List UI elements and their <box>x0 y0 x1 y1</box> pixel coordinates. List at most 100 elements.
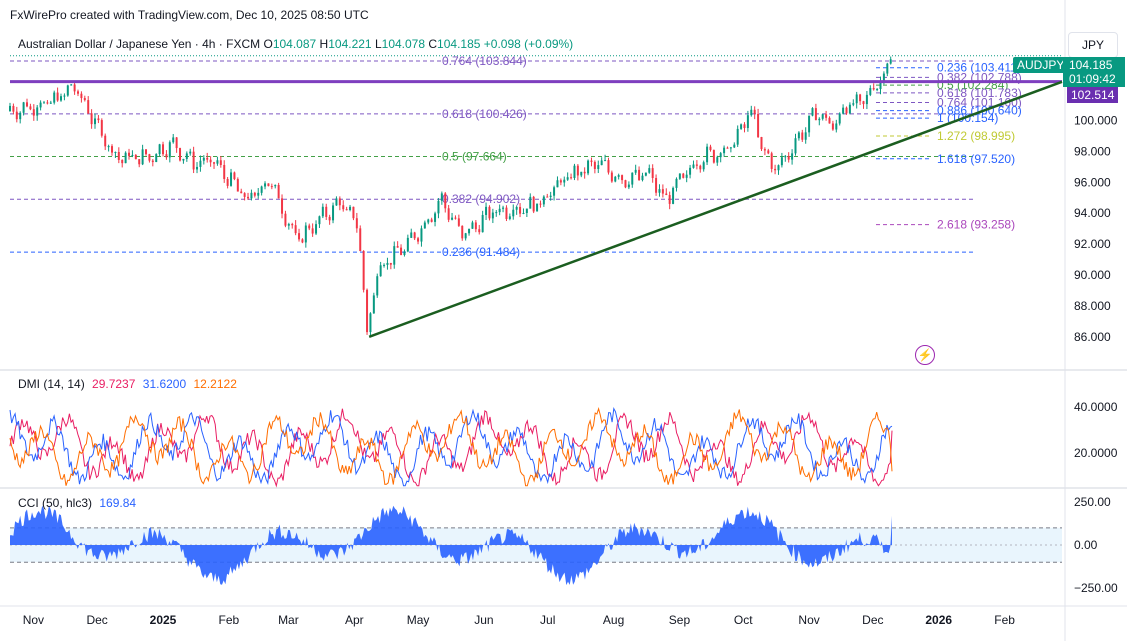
candle-body <box>539 203 542 205</box>
candle-body <box>148 154 151 161</box>
candle-body <box>692 164 695 168</box>
price-tick-label: 90.000 <box>1074 268 1111 282</box>
candle-body <box>396 246 399 248</box>
candle-body <box>712 150 715 163</box>
candle-body <box>335 198 338 206</box>
candle-body <box>719 153 722 158</box>
candle-body <box>617 175 620 177</box>
fib-label: 0.5 (97.664) <box>442 150 507 164</box>
candle-body <box>410 232 413 238</box>
candle-body <box>474 222 477 230</box>
candle-body <box>12 105 15 112</box>
candle-body <box>70 84 73 86</box>
candle-body <box>641 175 644 181</box>
candle-body <box>413 232 416 239</box>
candle-body <box>240 191 243 194</box>
candle-body <box>607 160 610 173</box>
symbol-name[interactable]: Australian Dollar / Japanese Yen · 4h · … <box>18 37 261 51</box>
candle-body <box>804 132 807 140</box>
candle-body <box>491 212 494 219</box>
candle-body <box>332 205 335 221</box>
fib-label: 1.618 (97.520) <box>937 152 1015 166</box>
cci-tick-label: 250.00 <box>1074 495 1111 509</box>
close-value: 104.185 <box>437 37 481 51</box>
candle-body <box>464 233 467 239</box>
cci-legend: CCI (50, hlc3) 169.84 <box>18 496 136 510</box>
dmi-legend: DMI (14, 14) 29.7237 31.6200 12.2122 <box>18 377 237 391</box>
candle-body <box>658 189 661 193</box>
candle-body <box>430 219 433 222</box>
candle-body <box>114 151 117 153</box>
line-price-tag: 102.514 <box>1067 87 1119 103</box>
dmi-pane <box>9 406 893 488</box>
candle-body <box>583 171 586 174</box>
candle-body <box>162 144 165 155</box>
candle-body <box>100 120 103 136</box>
candle-body <box>403 251 406 255</box>
low-value: 104.078 <box>381 37 426 51</box>
candle-body <box>478 229 481 233</box>
candle-body <box>485 206 488 215</box>
candle-body <box>36 107 39 116</box>
candle-body <box>308 225 311 229</box>
candle-body <box>882 73 885 82</box>
candle-body <box>29 106 32 110</box>
fib-label: 0.886 (100.640) <box>937 104 1022 118</box>
candle-body <box>709 146 712 151</box>
time-tick-label: Aug <box>603 613 624 627</box>
candle-body <box>736 128 739 145</box>
candle-body <box>281 198 284 214</box>
candle-body <box>685 174 688 178</box>
candle-body <box>291 224 294 226</box>
cci-label[interactable]: CCI (50, hlc3) <box>18 496 93 510</box>
ohlc: O104.087 H104.221 L104.078 C104.185 +0.0… <box>263 37 574 51</box>
candle-body <box>689 167 692 175</box>
candle-body <box>468 228 471 234</box>
currency-button[interactable]: JPY <box>1068 32 1118 58</box>
candle-body <box>852 103 855 105</box>
price-tick-label: 94.000 <box>1074 206 1111 220</box>
candle-body <box>32 109 35 116</box>
alert-bolt-icon[interactable]: ⚡ <box>915 345 935 365</box>
candle-body <box>862 101 865 105</box>
candle-body <box>838 113 841 124</box>
candle-body <box>80 93 83 99</box>
candle-body <box>634 169 637 173</box>
candle-body <box>257 192 260 196</box>
time-tick-label: Mar <box>278 613 299 627</box>
candle-body <box>379 265 382 277</box>
time-tick-label: Feb <box>994 613 1015 627</box>
candle-body <box>400 247 403 255</box>
dmi-label[interactable]: DMI (14, 14) <box>18 377 85 391</box>
candle-body <box>532 196 535 212</box>
time-tick-label: May <box>407 613 430 627</box>
time-tick-label: 2025 <box>150 613 177 627</box>
candle-body <box>352 206 355 219</box>
candle-body <box>189 151 192 154</box>
candle-body <box>461 225 464 239</box>
candle-body <box>87 100 90 114</box>
candle-body <box>760 137 763 150</box>
candle-body <box>423 222 426 229</box>
candle-body <box>702 162 705 170</box>
candle-body <box>267 183 270 187</box>
symbol-tag: AUDJPY <box>1013 57 1069 73</box>
candle-body <box>743 124 746 129</box>
candle-body <box>825 114 828 118</box>
open-value: 104.087 <box>272 37 317 51</box>
candle-body <box>83 98 86 101</box>
candle-body <box>814 108 817 121</box>
candle-body <box>9 105 11 112</box>
fib-label: 0.236 (91.484) <box>442 245 520 259</box>
candle-body <box>675 178 678 188</box>
candle-body <box>566 177 569 180</box>
fib-label: 1 (100.154) <box>937 111 998 125</box>
candle-body <box>848 104 851 114</box>
candle-body <box>661 189 664 194</box>
candle-body <box>570 177 573 179</box>
candle-body <box>389 262 392 265</box>
candle-body <box>811 108 814 116</box>
